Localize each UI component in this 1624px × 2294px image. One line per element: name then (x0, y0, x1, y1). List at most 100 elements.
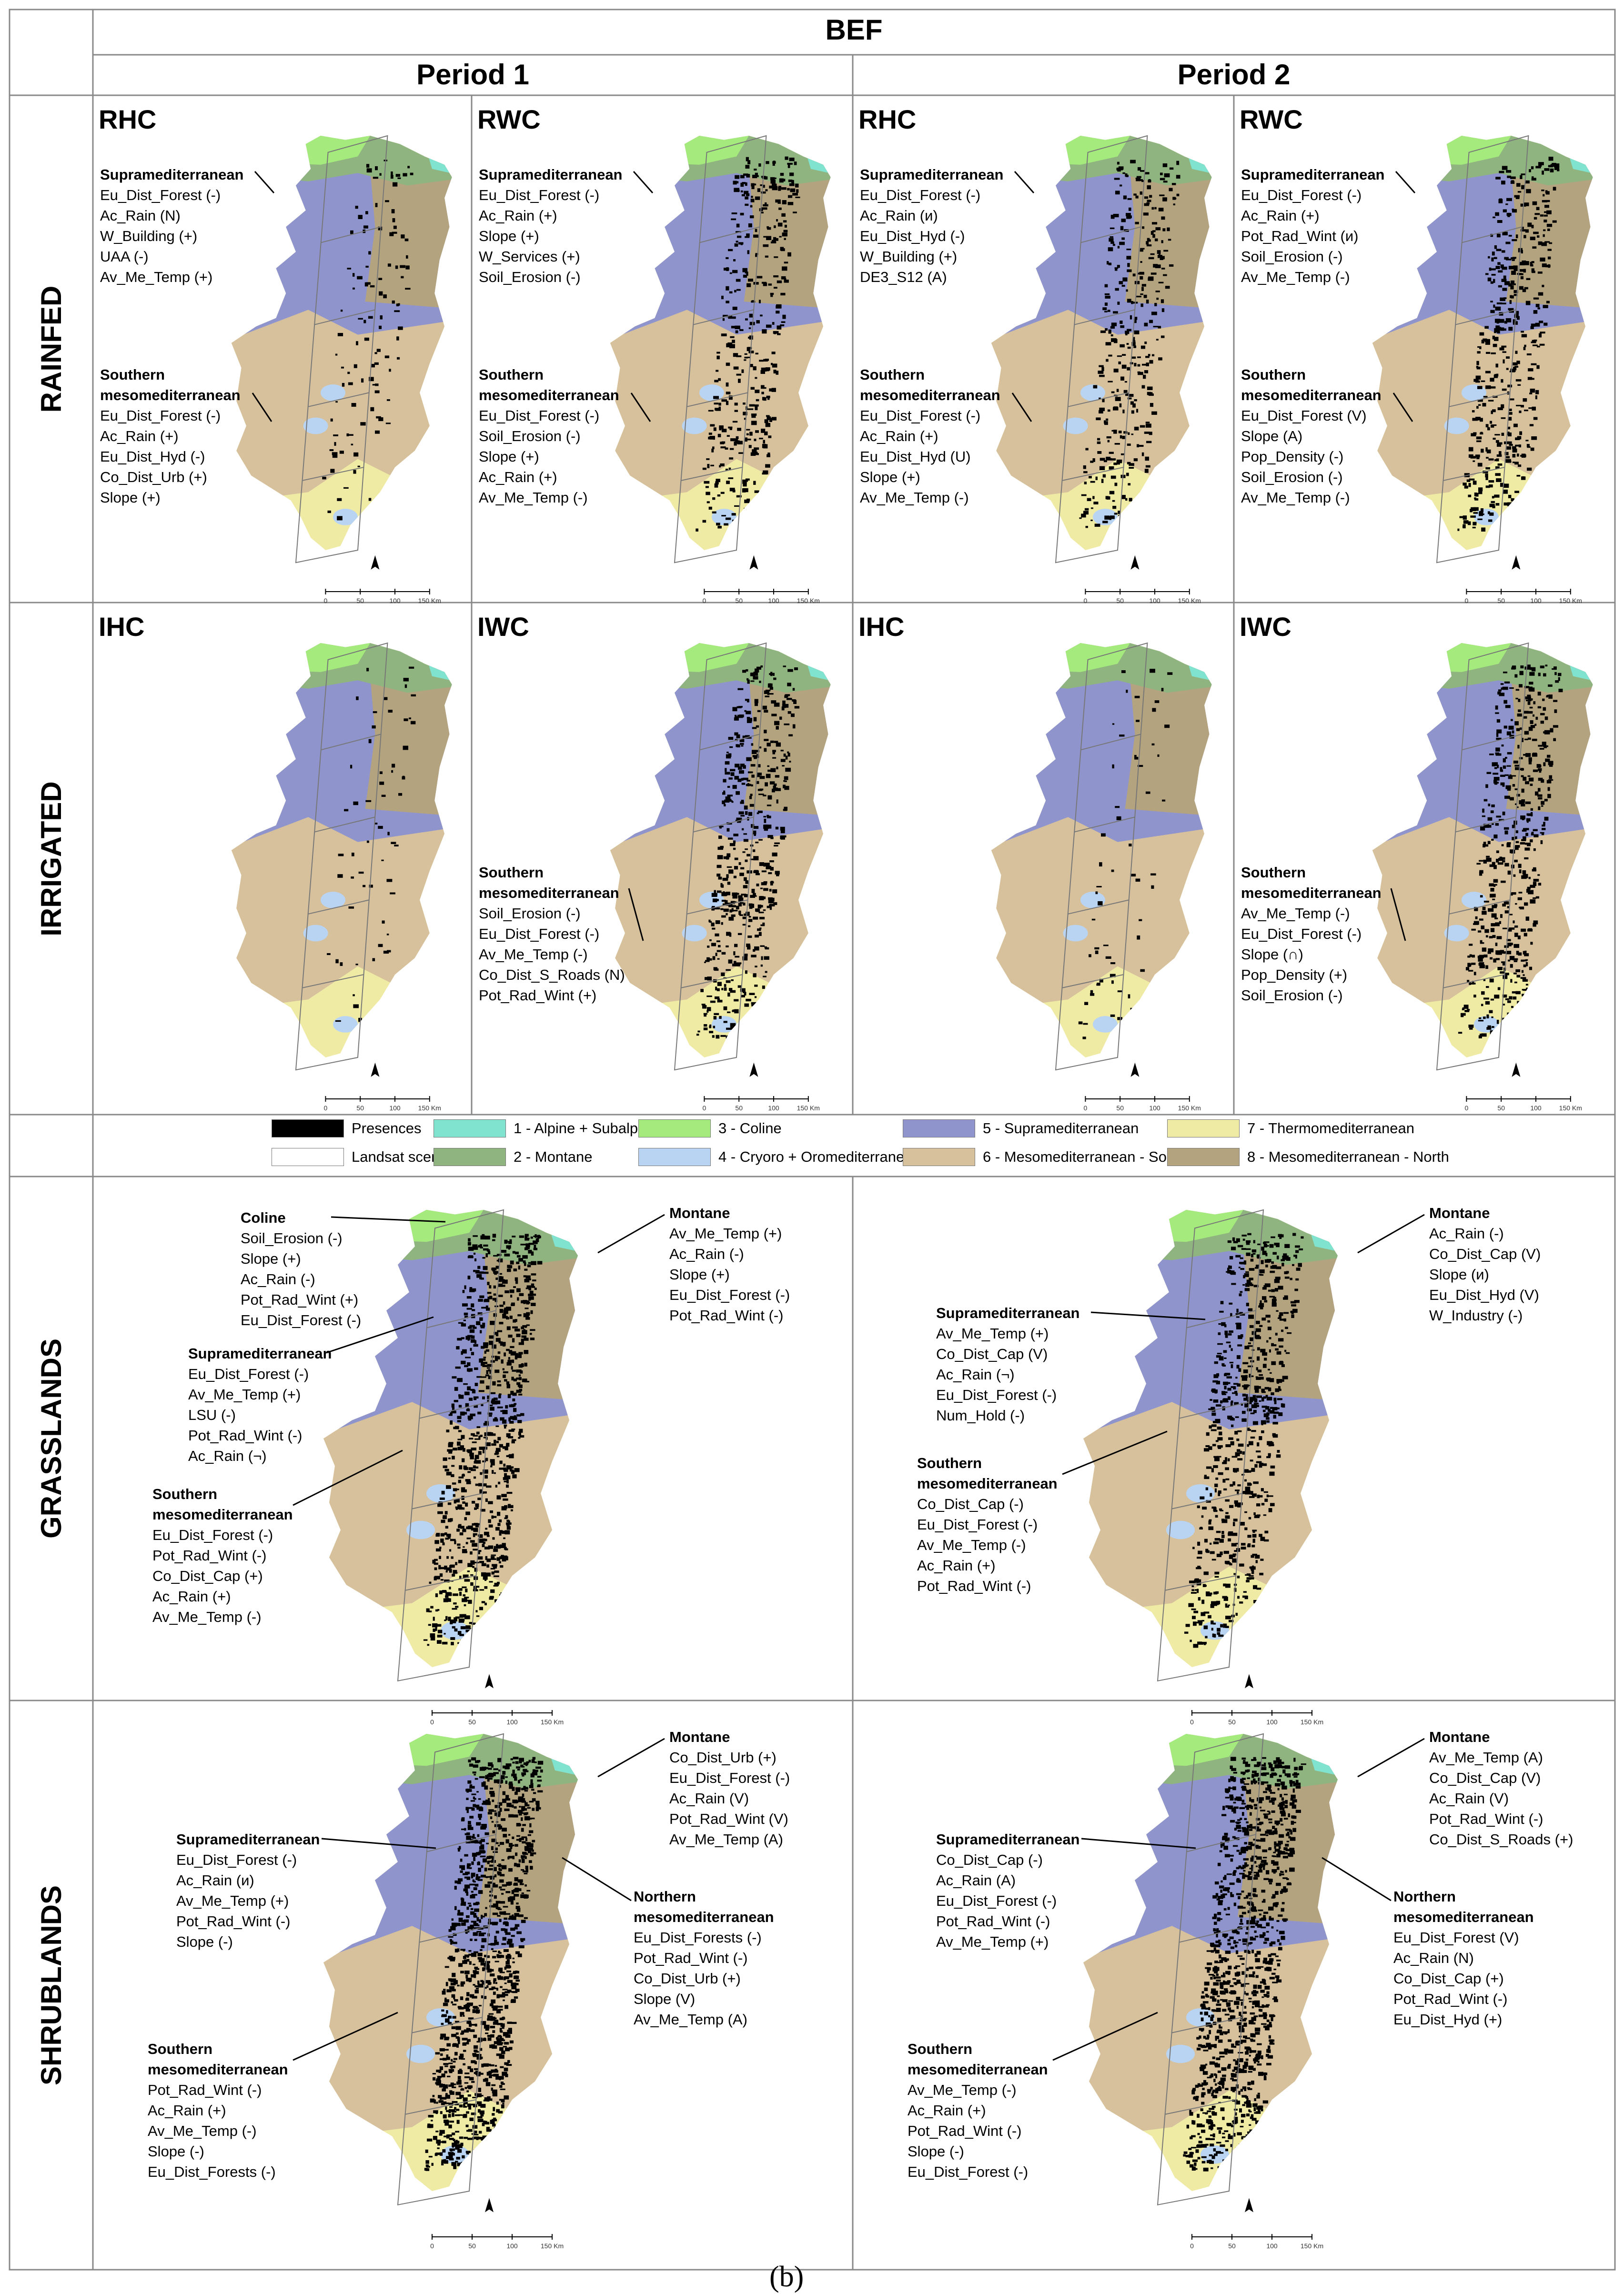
variable-line: Slope (-) (176, 1932, 320, 1952)
variable-line: Eu_Dist_Forest (-) (860, 405, 1000, 426)
legend-item-landsat: Landsat scenes (272, 1148, 455, 1166)
zone-label: Supramediterranean (176, 1829, 320, 1850)
zone-label-line: mesomediterranean (100, 385, 241, 405)
variable-line: W_Industry (-) (1429, 1305, 1541, 1326)
legend-label: Presences (352, 1120, 421, 1137)
variable-line: Co_Dist_Urb (+) (100, 467, 241, 487)
legend-item-supramed: 5 - Supramediterranean (903, 1119, 1139, 1137)
variable-line: Eu_Dist_Forests (-) (148, 2162, 288, 2182)
variable-line: Pop_Density (+) (1241, 965, 1382, 985)
variable-line: Av_Me_Temp (+) (100, 267, 244, 287)
variable-line: Slope (+) (241, 1248, 361, 1269)
legend-swatch (434, 1119, 506, 1137)
variable-line: Pot_Rad_Wint (-) (917, 1576, 1058, 1596)
variable-line: Soil_Erosion (-) (241, 1228, 361, 1248)
legend-item-cryoro: 4 - Cryoro + Oromediterranean (638, 1148, 921, 1166)
variable-line: Ac_Rain (-) (669, 1244, 790, 1264)
legend-label: 1 - Alpine + Subalpine (514, 1120, 657, 1137)
legend-swatch (638, 1148, 711, 1166)
variable-line: Ac_Rain (¬) (188, 1446, 332, 1466)
variable-line: Av_Me_Temp (-) (479, 944, 625, 965)
zone-label-line: mesomediterranean (908, 2059, 1048, 2080)
variable-line: Soil_Erosion (-) (1241, 467, 1382, 487)
variable-line: Ac_Rain (+) (479, 467, 619, 487)
variable-line: Eu_Dist_Forest (-) (152, 1525, 293, 1545)
zone-label-line: Southern (479, 862, 625, 883)
zone-label-line: Southern (479, 364, 619, 385)
variable-line: Av_Me_Temp (+) (176, 1891, 320, 1911)
legend-item-alpine: 1 - Alpine + Subalpine (434, 1119, 657, 1137)
variable-line: Eu_Dist_Forest (-) (1241, 924, 1382, 944)
variable-line: Ac_Rain (+) (1241, 205, 1385, 226)
variable-line: Av_Me_Temp (A) (634, 2009, 774, 2030)
row-label-rainfed: RAINFED (35, 182, 68, 516)
variable-line: Slope (∩) (1241, 944, 1382, 965)
variable-line: Pot_Rad_Wint (+) (241, 1289, 361, 1310)
legend-label: 7 - Thermomediterranean (1247, 1120, 1414, 1137)
row-label-grasslands: GRASSLANDS (35, 1272, 68, 1605)
variable-line: Ac_Rain (¬) (936, 1364, 1080, 1385)
legend-label: 5 - Supramediterranean (983, 1120, 1139, 1137)
legend-item-mesomed_south: 6 - Mesomediterranean - South (903, 1148, 1187, 1166)
period-header-2: Period 2 (853, 58, 1615, 91)
variable-line: Eu_Dist_Forest (V) (1241, 405, 1382, 426)
zone-label-line: mesomediterranean (1241, 385, 1382, 405)
zone-label-line: Southern (860, 364, 1000, 385)
variable-line: Eu_Dist_Forests (-) (634, 1927, 774, 1948)
variable-line: Soil_Erosion (-) (1241, 985, 1382, 1006)
variable-line: Slope (+) (100, 487, 241, 508)
variable-line: Pot_Rad_Wint (-) (176, 1911, 320, 1932)
variable-line: Ac_Rain (V) (1429, 1788, 1573, 1809)
panel-code-rainfed-p2-rhc: RHC (858, 104, 916, 135)
variable-line: Pot_Rad_Wint (V) (669, 1809, 790, 1829)
zone-label-line: mesomediterranean (152, 1504, 293, 1525)
zone-label: Montane (1429, 1727, 1573, 1747)
variable-line: Pot_Rad_Wint (-) (634, 1948, 774, 1968)
zone-label: Supramediterranean (936, 1303, 1080, 1323)
panel-code-irrigated-p2-iwc: IWC (1240, 611, 1291, 642)
legend-item-mesomed_north: 8 - Mesomediterranean - North (1167, 1148, 1449, 1166)
variable-line: LSU (-) (188, 1405, 332, 1425)
zone-label: Coline (241, 1207, 361, 1228)
variable-line: Av_Me_Temp (+) (936, 1932, 1080, 1952)
variable-line: Av_Me_Temp (-) (917, 1535, 1058, 1555)
variable-line: Eu_Dist_Hyd (U) (860, 446, 1000, 467)
variable-line: Av_Me_Temp (+) (936, 1323, 1080, 1344)
figure-caption: (b) (769, 2260, 804, 2294)
variable-line: Eu_Dist_Hyd (-) (100, 446, 241, 467)
variable-line: Co_Dist_Urb (+) (634, 1968, 774, 1989)
zone-label-line: Southern (908, 2039, 1048, 2059)
variable-line: Av_Me_Temp (+) (669, 1223, 790, 1244)
variable-line: Ac_Rain (+) (860, 426, 1000, 446)
zone-label-line: Southern (152, 1484, 293, 1504)
variable-line: Ac_Rain (+) (152, 1586, 293, 1607)
variable-line: Ac_Rain (+) (908, 2100, 1048, 2121)
variable-line: Pot_Rad_Wint (-) (148, 2080, 288, 2100)
variable-line: Num_Hold (-) (936, 1405, 1080, 1426)
variable-line: Soil_Erosion (-) (479, 267, 623, 287)
variable-line: Av_Me_Temp (A) (669, 1829, 790, 1850)
variable-line: Slope (-) (908, 2141, 1048, 2162)
legend-label: 3 - Coline (718, 1120, 782, 1137)
variable-line: Slope (+) (669, 1264, 790, 1285)
